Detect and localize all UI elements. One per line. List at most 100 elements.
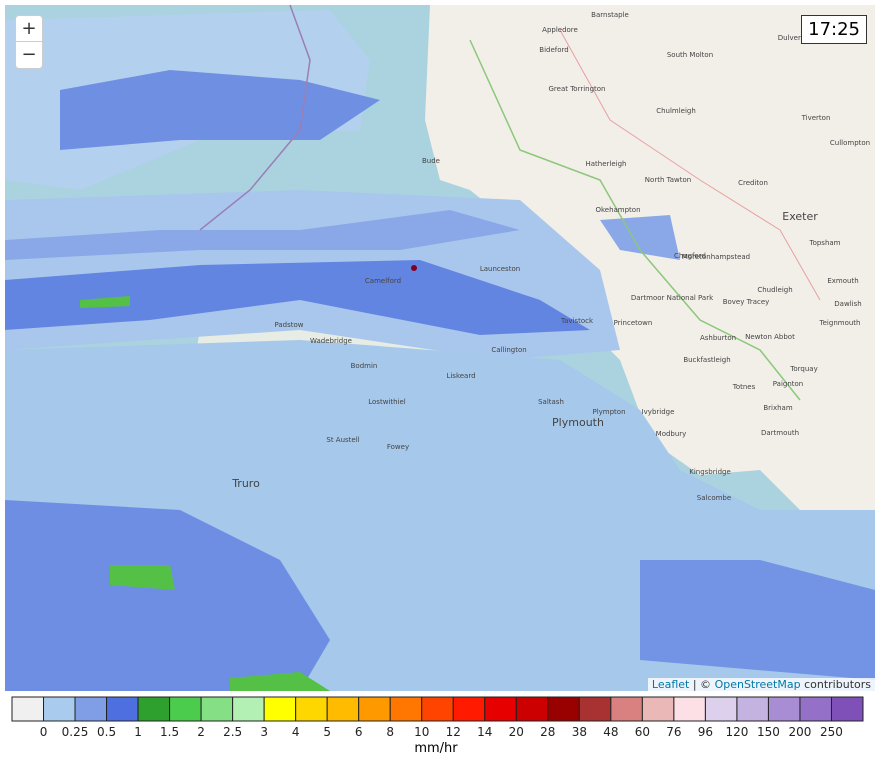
place-label: Padstow	[274, 321, 303, 329]
legend-label: 150	[757, 725, 780, 739]
legend-label: 8	[386, 725, 394, 739]
rain-medium	[600, 215, 680, 260]
legend-label: 14	[477, 725, 492, 739]
place-label: South Molton	[667, 51, 713, 59]
legend-swatch	[358, 696, 391, 722]
legend-swatch	[232, 696, 265, 722]
place-label: North Tawton	[645, 176, 691, 184]
legend-label: 20	[509, 725, 524, 739]
rain-heavy	[230, 672, 330, 691]
legend-swatch	[515, 696, 549, 722]
zoom-out[interactable]: −	[15, 41, 43, 69]
legend-swatch	[610, 696, 643, 722]
map-layer	[5, 4, 875, 691]
legend-swatch	[169, 696, 202, 722]
place-label: Dawlish	[834, 300, 861, 308]
place-label: Newton Abbot	[745, 333, 795, 341]
place-label: Kingsbridge	[689, 468, 731, 476]
legend-label: 12	[446, 725, 461, 739]
zoom-in[interactable]: +	[15, 15, 43, 43]
legend-swatch	[74, 696, 108, 722]
place-label: Appledore	[542, 26, 578, 34]
place-label: Bodmin	[351, 362, 378, 370]
attribution-sep: | ©	[692, 678, 712, 691]
road	[469, 39, 801, 401]
place-label: Bideford	[539, 46, 568, 54]
legend-swatch	[137, 696, 171, 722]
place-label: Wadebridge	[310, 337, 352, 345]
legend-swatch	[263, 696, 297, 722]
legend-label: 2	[197, 725, 205, 739]
legend-label: 0.25	[62, 725, 89, 739]
place-label: Fowey	[387, 443, 409, 451]
place-label: Chagford	[674, 252, 706, 260]
legend-swatch	[704, 696, 738, 722]
attribution: Leaflet | © OpenStreetMap contributors	[647, 678, 875, 691]
legend-swatch	[452, 696, 486, 722]
legend-label: 0	[40, 725, 48, 739]
legend-swatch	[326, 696, 360, 722]
place-label: Buckfastleigh	[683, 356, 730, 364]
marker	[411, 265, 417, 271]
legend-label: 0.5	[97, 725, 116, 739]
place-label: Lostwithiel	[368, 398, 406, 406]
place-label: Bude	[422, 157, 440, 165]
legend-label: 28	[540, 725, 555, 739]
place-label: Exmouth	[827, 277, 858, 285]
place-label: Bovey Tracey	[723, 298, 770, 306]
legend-swatch	[736, 696, 769, 722]
place-label: Dulverton	[778, 34, 813, 42]
legend-swatch	[767, 696, 801, 722]
place-label: Great Torrington	[548, 85, 605, 93]
legend-label: 3	[260, 725, 268, 739]
rain-heavy	[110, 565, 175, 590]
place-label: Okehampton	[595, 206, 640, 214]
legend-label: 4	[292, 725, 300, 739]
legend-swatch	[389, 696, 423, 722]
place-label: Brixham	[763, 404, 792, 412]
legend-label: 10	[414, 725, 429, 739]
legend-label: 120	[725, 725, 748, 739]
legend-label: 38	[572, 725, 587, 739]
place-label: Teignmouth	[819, 319, 861, 327]
place-label: Modbury	[656, 430, 687, 438]
boundary	[199, 4, 311, 231]
legend-swatch	[421, 696, 454, 722]
place-label: Paignton	[773, 380, 804, 388]
place-label: Barnstaple	[591, 11, 629, 19]
place-label: Launceston	[480, 265, 520, 273]
rain-heavy	[80, 296, 130, 308]
legend-label: 1.5	[160, 725, 179, 739]
legend-label: 2.5	[223, 725, 242, 739]
rain-medium	[5, 210, 520, 260]
place-label: Liskeard	[446, 372, 475, 380]
place-label: St Austell	[326, 436, 359, 444]
leaflet-link[interactable]: Leaflet	[651, 678, 690, 691]
legend-swatch	[43, 696, 76, 722]
place-label: Salcombe	[697, 494, 731, 502]
legend-label: 250	[820, 725, 843, 739]
rain-medium	[5, 260, 590, 335]
legend-swatch	[830, 696, 864, 722]
place-label: Topsham	[808, 239, 840, 247]
osm-link[interactable]: OpenStreetMap	[714, 678, 801, 691]
legend-swatch	[200, 696, 234, 722]
place-label: Tiverton	[801, 114, 831, 122]
attribution-tail: contributors	[804, 678, 871, 691]
place-label: Ivybridge	[642, 408, 675, 416]
legend-swatch	[547, 696, 580, 722]
road	[559, 29, 821, 301]
place-label: Callington	[491, 346, 526, 354]
place-label: Plymouth	[552, 416, 604, 429]
place-label: Moretonhampstead	[682, 253, 750, 261]
legend-label: 48	[603, 725, 618, 739]
legend-label: 1	[134, 725, 142, 739]
legend-label: 6	[355, 725, 363, 739]
legend-swatch	[799, 696, 832, 722]
legend-label: 200	[789, 725, 812, 739]
rain-medium	[5, 500, 330, 691]
legend-swatch	[641, 696, 675, 722]
place-label: Chulmleigh	[656, 107, 696, 115]
rain-medium	[640, 560, 875, 680]
